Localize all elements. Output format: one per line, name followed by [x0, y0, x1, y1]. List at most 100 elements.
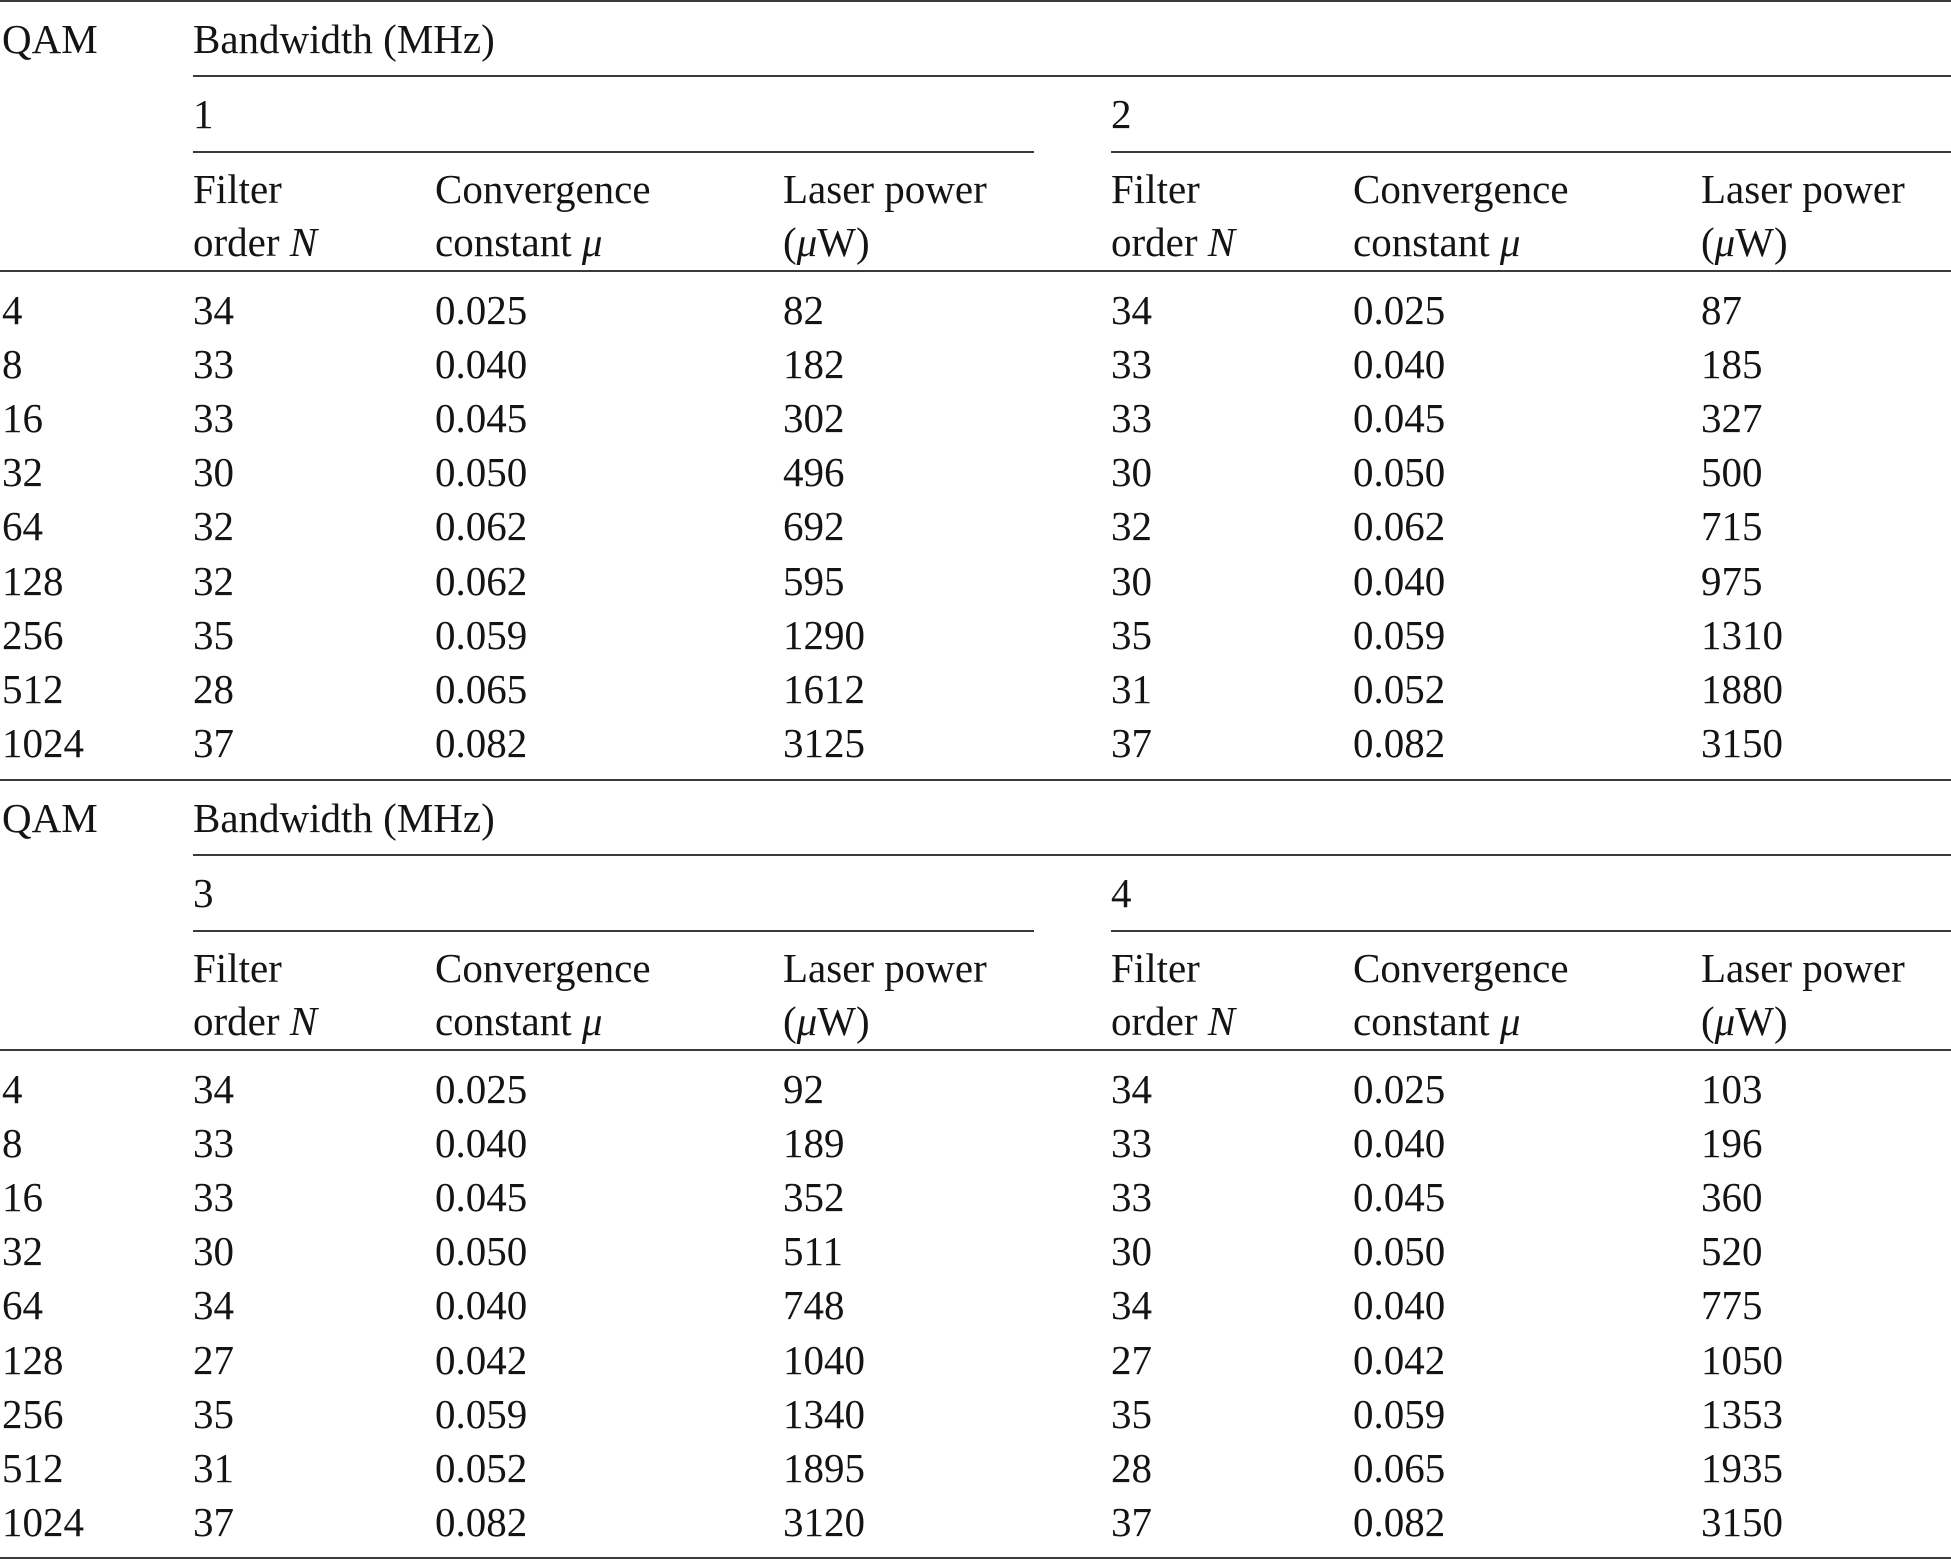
block1-row3-laser-power-cell: 302 [783, 395, 845, 442]
block1-row1-filter-order-cell: 34 [193, 287, 234, 333]
block2-row6-convergence-cell: 0.042 [435, 1336, 528, 1383]
block1-row1-laser-power-cell: 82 [783, 287, 824, 333]
block2-row1-laser-power-cell: 92 [783, 1066, 824, 1112]
block1-row3-convergence-cell: 0.045 [1353, 395, 1446, 442]
block2-col6-laser-power-header-line2: (μW) [1701, 1001, 1788, 1042]
block2-row1-qam-cell: 4 [2, 1066, 23, 1112]
block1-row4-laser-power-cell: 496 [783, 449, 845, 496]
block1-bw-left-rule [193, 151, 1034, 153]
block1-col3-laser-power-header-line2: (μW) [783, 222, 870, 263]
block2-row6-laser-power-cell: 1050 [1701, 1336, 1783, 1383]
mu-symbol: μ [796, 998, 818, 1044]
block1-bandwidth-value-right: 2 [1111, 91, 1132, 137]
block2-row9-laser-power-cell: 3150 [1701, 1498, 1783, 1545]
block2-col4-filter-order-header-line1: Filter [1111, 948, 1200, 989]
block2-col5-convergence-header-line2: constant μ [1353, 1001, 1520, 1042]
block2-row8-convergence-cell: 0.065 [1353, 1444, 1446, 1491]
block2-row2-laser-power-cell: 196 [1701, 1120, 1763, 1167]
block2-row4-qam-cell: 32 [2, 1228, 43, 1275]
block1-row9-qam-cell: 1024 [2, 719, 84, 766]
block1-row9-filter-order-cell: 37 [1111, 719, 1152, 766]
block2-row7-qam-cell: 256 [2, 1390, 64, 1437]
block1-row6-convergence-cell: 0.062 [435, 557, 528, 604]
block1-row3-laser-power-cell: 327 [1701, 395, 1763, 442]
block2-bandwidth-rule [193, 854, 1951, 856]
block2-header-rule [0, 1049, 1951, 1051]
block1-bw-right-rule [1111, 151, 1951, 153]
block2-row5-convergence-cell: 0.040 [435, 1282, 528, 1329]
unit-label: W) [817, 998, 870, 1044]
block1-row7-laser-power-cell: 1290 [783, 611, 865, 658]
block2-row6-qam-cell: 128 [2, 1336, 64, 1383]
block1-bandwidth-header: Bandwidth (MHz) [193, 16, 495, 62]
open-paren: ( [1701, 219, 1715, 265]
block1-row7-filter-order-cell: 35 [1111, 611, 1152, 658]
block2-row7-laser-power-cell: 1340 [783, 1390, 865, 1437]
block2-row4-convergence-cell: 0.050 [435, 1228, 528, 1275]
block2-row3-convergence-cell: 0.045 [435, 1174, 528, 1221]
block2-row2-filter-order-cell: 33 [193, 1120, 234, 1167]
block2-row3-filter-order-cell: 33 [1111, 1174, 1152, 1221]
block2-row8-filter-order-cell: 31 [193, 1444, 234, 1491]
block2-row9-convergence-cell: 0.082 [435, 1498, 528, 1545]
block1-qam-header: QAM [2, 16, 98, 62]
order-label: order [193, 219, 280, 265]
block2-col4-filter-order-header-line2: order N [1111, 1001, 1235, 1042]
block1-row2-convergence-cell: 0.040 [435, 341, 528, 388]
block1-row1-qam-cell: 4 [2, 287, 23, 333]
block1-row4-filter-order-cell: 30 [193, 449, 234, 496]
block2-row6-filter-order-cell: 27 [1111, 1336, 1152, 1383]
block2-row8-qam-cell: 512 [2, 1444, 64, 1491]
block1-bandwidth-value-left: 1 [193, 91, 214, 137]
block2-row3-filter-order-cell: 33 [193, 1174, 234, 1221]
block1-row8-laser-power-cell: 1612 [783, 665, 865, 712]
block2-bandwidth-value-right: 4 [1111, 870, 1132, 916]
constant-label: constant [435, 998, 572, 1044]
block1-col2-convergence-header-line2: constant μ [435, 222, 602, 263]
block1-row8-laser-power-cell: 1880 [1701, 665, 1783, 712]
block2-row9-convergence-cell: 0.082 [1353, 1498, 1446, 1545]
n-symbol: N [1207, 998, 1236, 1044]
order-label: order [1111, 219, 1198, 265]
block2-row1-laser-power-cell: 103 [1701, 1066, 1763, 1112]
block1-header-rule [0, 270, 1951, 272]
block2-row5-laser-power-cell: 748 [783, 1282, 845, 1329]
mu-symbol: μ [1499, 219, 1521, 265]
block1-row9-convergence-cell: 0.082 [435, 719, 528, 766]
open-paren: ( [783, 219, 797, 265]
block2-row4-convergence-cell: 0.050 [1353, 1228, 1446, 1275]
block2-bandwidth-header: Bandwidth (MHz) [193, 795, 495, 841]
block2-row5-convergence-cell: 0.040 [1353, 1282, 1446, 1329]
block1-col5-convergence-header-line2: constant μ [1353, 222, 1520, 263]
block2-col1-filter-order-header-line2: order N [193, 1001, 317, 1042]
open-paren: ( [1701, 998, 1715, 1044]
block2-row9-qam-cell: 1024 [2, 1498, 84, 1545]
block2-row1-filter-order-cell: 34 [1111, 1066, 1152, 1112]
block1-row9-convergence-cell: 0.082 [1353, 719, 1446, 766]
block1-col2-convergence-header-line1: Convergence [435, 169, 651, 210]
laser-power-label: Laser power [1701, 166, 1905, 212]
block1-row6-filter-order-cell: 32 [193, 557, 234, 604]
block1-row6-filter-order-cell: 30 [1111, 557, 1152, 604]
block2-row5-laser-power-cell: 775 [1701, 1282, 1763, 1329]
block1-row8-qam-cell: 512 [2, 665, 64, 712]
block1-row1-convergence-cell: 0.025 [1353, 287, 1446, 333]
filter-label: Filter [1111, 945, 1200, 991]
laser-power-label: Laser power [783, 166, 987, 212]
constant-label: constant [1353, 998, 1490, 1044]
block1-row7-convergence-cell: 0.059 [435, 611, 528, 658]
n-symbol: N [289, 998, 318, 1044]
filter-label: Filter [193, 166, 282, 212]
block2-row6-laser-power-cell: 1040 [783, 1336, 865, 1383]
constant-label: constant [435, 219, 572, 265]
block1-row9-laser-power-cell: 3125 [783, 719, 865, 766]
block1-row5-filter-order-cell: 32 [1111, 503, 1152, 550]
block1-row6-laser-power-cell: 975 [1701, 557, 1763, 604]
block1-row2-filter-order-cell: 33 [1111, 341, 1152, 388]
n-symbol: N [289, 219, 318, 265]
block2-row8-laser-power-cell: 1895 [783, 1444, 865, 1491]
convergence-label: Convergence [1353, 945, 1569, 991]
block2-col3-laser-power-header-line1: Laser power [783, 948, 987, 989]
block2-row5-filter-order-cell: 34 [193, 1282, 234, 1329]
block1-row6-qam-cell: 128 [2, 557, 64, 604]
